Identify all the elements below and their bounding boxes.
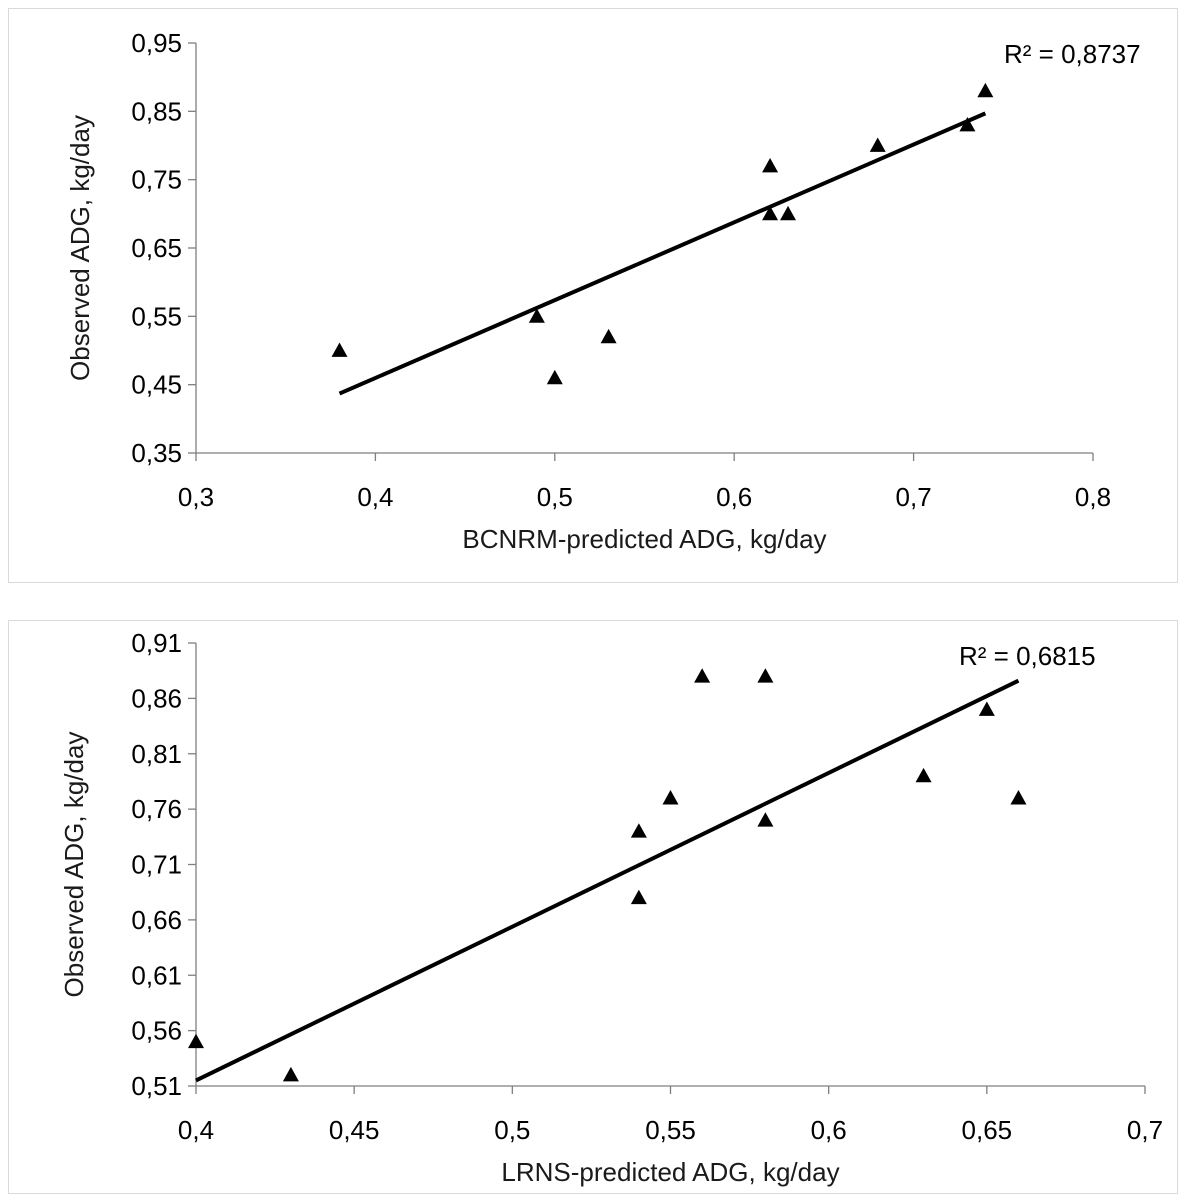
y-axis-title: Observed ADG, kg/day bbox=[59, 732, 89, 998]
y-tick-label: 0,71 bbox=[131, 850, 182, 880]
x-tick-label: 0,5 bbox=[537, 482, 573, 512]
data-point bbox=[694, 668, 711, 683]
data-point bbox=[757, 668, 774, 683]
x-tick-label: 0,4 bbox=[178, 1115, 214, 1145]
x-tick-label: 0,5 bbox=[494, 1115, 530, 1145]
data-point bbox=[780, 205, 797, 221]
y-tick-label: 0,76 bbox=[131, 794, 182, 824]
x-axis-title: BCNRM-predicted ADG, kg/day bbox=[462, 524, 826, 554]
data-point bbox=[869, 137, 886, 152]
data-point bbox=[630, 889, 647, 905]
x-axis-title: LRNS-predicted ADG, kg/day bbox=[501, 1157, 839, 1187]
y-tick-label: 0,51 bbox=[131, 1071, 182, 1101]
x-tick-label: 0,7 bbox=[1127, 1115, 1163, 1145]
x-tick-label: 0,6 bbox=[716, 482, 752, 512]
y-tick-label: 0,56 bbox=[131, 1016, 182, 1046]
chart-panel-lrns: 0,51 0,56 0,61 0,66 0,71 0,76 0,81 0,86 0,91 0,4 0… bbox=[8, 620, 1178, 1194]
data-point bbox=[630, 823, 647, 838]
r-squared-label: R² = 0,6815 bbox=[959, 641, 1096, 671]
chart-panel-bcnrm: 0,35 0,45 0,55 0,65 0,75 0,85 0,95 0,3 0,4 0,5 0,6… bbox=[8, 8, 1178, 583]
x-tick-label: 0,45 bbox=[329, 1115, 380, 1145]
y-tick-label: 0,86 bbox=[131, 683, 182, 713]
trendline bbox=[338, 111, 987, 396]
y-tick-label: 0,65 bbox=[131, 233, 182, 263]
y-tick-label: 0,61 bbox=[131, 960, 182, 990]
y-tick-label: 0,66 bbox=[131, 905, 182, 935]
data-point bbox=[600, 328, 617, 344]
x-tick-label: 0,65 bbox=[962, 1115, 1013, 1145]
y-tick-label: 0,91 bbox=[131, 628, 182, 658]
x-tick-label: 0,8 bbox=[1075, 482, 1111, 512]
data-point bbox=[188, 1033, 204, 1049]
x-tick-label: 0,6 bbox=[811, 1115, 847, 1145]
x-tick-label: 0,7 bbox=[896, 482, 932, 512]
y-axis-title: Observed ADG, kg/day bbox=[65, 115, 95, 381]
data-point bbox=[959, 117, 976, 132]
data-point bbox=[546, 369, 563, 385]
y-tick-label: 0,85 bbox=[131, 96, 182, 126]
data-point bbox=[915, 767, 932, 783]
data-point bbox=[762, 158, 779, 173]
data-point bbox=[1010, 790, 1027, 805]
x-tick-label: 0,3 bbox=[178, 482, 214, 512]
y-tick-label: 0,95 bbox=[131, 28, 182, 58]
x-tick-label: 0,55 bbox=[645, 1115, 696, 1145]
chart-bcnrm-scatter: 0,35 0,45 0,55 0,65 0,75 0,85 0,95 0,3 0,4 0,5 0,6… bbox=[65, 28, 1141, 554]
y-tick-label: 0,55 bbox=[131, 301, 182, 331]
data-point bbox=[282, 1066, 299, 1082]
y-tick-label: 0,81 bbox=[131, 739, 182, 769]
data-point bbox=[331, 342, 348, 357]
data-point bbox=[528, 308, 545, 323]
y-tick-label: 0,35 bbox=[131, 438, 182, 468]
data-point bbox=[978, 701, 995, 716]
y-tick-label: 0,45 bbox=[131, 370, 182, 400]
trendline bbox=[195, 678, 1020, 1083]
data-point bbox=[977, 82, 994, 98]
x-tick-label: 0,4 bbox=[357, 482, 393, 512]
y-tick-label: 0,75 bbox=[131, 165, 182, 195]
chart-lrns-scatter: 0,51 0,56 0,61 0,66 0,71 0,76 0,81 0,86 0,91 0,4 0… bbox=[59, 628, 1163, 1187]
data-point bbox=[757, 812, 774, 827]
data-point bbox=[662, 790, 679, 805]
data-point bbox=[762, 205, 779, 221]
r-squared-label: R² = 0,8737 bbox=[1004, 39, 1141, 69]
